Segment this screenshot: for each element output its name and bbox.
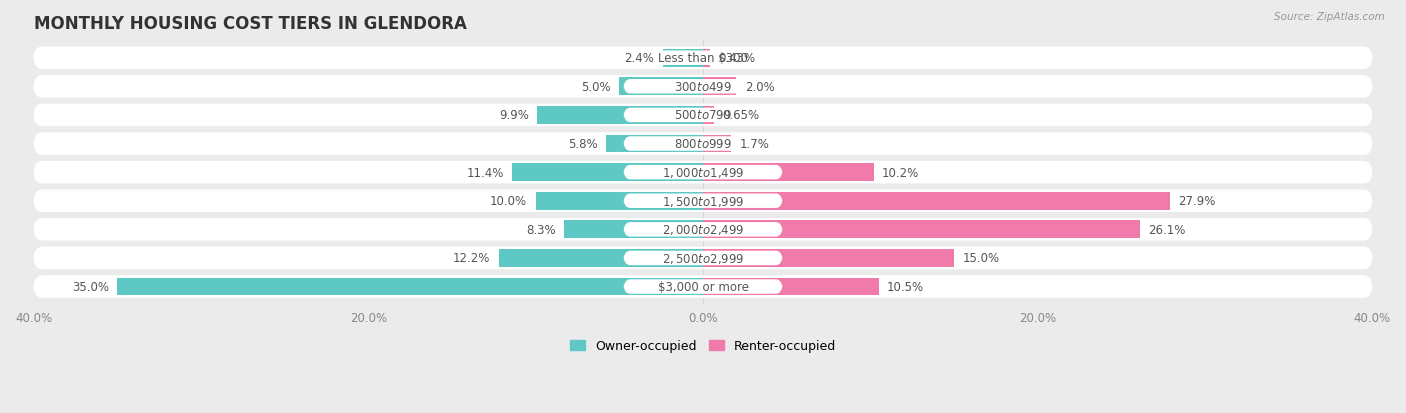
Legend: Owner-occupied, Renter-occupied: Owner-occupied, Renter-occupied	[565, 335, 841, 358]
Text: $300 to $499: $300 to $499	[673, 81, 733, 94]
Text: 8.3%: 8.3%	[526, 223, 555, 236]
Text: 2.0%: 2.0%	[745, 81, 775, 94]
Text: 35.0%: 35.0%	[72, 280, 108, 293]
Text: 5.0%: 5.0%	[581, 81, 612, 94]
FancyBboxPatch shape	[623, 51, 783, 66]
FancyBboxPatch shape	[34, 133, 1372, 155]
Bar	[703, 164, 873, 182]
Bar	[703, 192, 1170, 210]
Text: $500 to $799: $500 to $799	[673, 109, 733, 122]
Text: 10.2%: 10.2%	[882, 166, 920, 179]
Bar	[703, 107, 714, 124]
Bar	[703, 78, 737, 96]
FancyBboxPatch shape	[34, 104, 1372, 127]
FancyBboxPatch shape	[623, 223, 783, 237]
FancyBboxPatch shape	[34, 247, 1372, 270]
FancyBboxPatch shape	[34, 161, 1372, 184]
FancyBboxPatch shape	[623, 166, 783, 180]
Bar	[703, 135, 731, 153]
FancyBboxPatch shape	[623, 194, 783, 209]
FancyBboxPatch shape	[623, 280, 783, 294]
FancyBboxPatch shape	[34, 275, 1372, 298]
Bar	[117, 278, 703, 296]
Text: $1,500 to $1,999: $1,500 to $1,999	[662, 194, 744, 208]
Text: 0.65%: 0.65%	[723, 109, 759, 122]
Text: MONTHLY HOUSING COST TIERS IN GLENDORA: MONTHLY HOUSING COST TIERS IN GLENDORA	[34, 15, 467, 33]
Text: 5.8%: 5.8%	[568, 138, 598, 151]
FancyBboxPatch shape	[34, 218, 1372, 241]
FancyBboxPatch shape	[623, 109, 783, 123]
Text: 15.0%: 15.0%	[963, 252, 1000, 265]
Text: $1,000 to $1,499: $1,000 to $1,499	[662, 166, 744, 180]
Bar	[537, 107, 703, 124]
Text: 0.43%: 0.43%	[718, 52, 755, 65]
Bar	[703, 249, 955, 267]
Bar	[662, 50, 703, 67]
Text: 11.4%: 11.4%	[467, 166, 503, 179]
Bar	[499, 249, 703, 267]
Text: 12.2%: 12.2%	[453, 252, 491, 265]
Text: 9.9%: 9.9%	[499, 109, 529, 122]
Text: Less than $300: Less than $300	[658, 52, 748, 65]
Text: Source: ZipAtlas.com: Source: ZipAtlas.com	[1274, 12, 1385, 22]
Text: $2,000 to $2,499: $2,000 to $2,499	[662, 223, 744, 237]
Bar	[536, 192, 703, 210]
Bar	[512, 164, 703, 182]
Text: 10.0%: 10.0%	[491, 195, 527, 208]
Text: 2.4%: 2.4%	[624, 52, 654, 65]
Text: $800 to $999: $800 to $999	[673, 138, 733, 151]
Bar	[606, 135, 703, 153]
Text: 1.7%: 1.7%	[740, 138, 769, 151]
FancyBboxPatch shape	[34, 76, 1372, 98]
Bar	[703, 278, 879, 296]
Text: 10.5%: 10.5%	[887, 280, 924, 293]
Bar	[703, 221, 1140, 239]
FancyBboxPatch shape	[623, 137, 783, 152]
Bar	[703, 50, 710, 67]
FancyBboxPatch shape	[34, 47, 1372, 70]
Bar	[619, 78, 703, 96]
FancyBboxPatch shape	[623, 251, 783, 266]
Bar	[564, 221, 703, 239]
FancyBboxPatch shape	[623, 80, 783, 94]
FancyBboxPatch shape	[34, 190, 1372, 213]
Text: $2,500 to $2,999: $2,500 to $2,999	[662, 252, 744, 265]
Text: 27.9%: 27.9%	[1178, 195, 1216, 208]
Text: 26.1%: 26.1%	[1149, 223, 1185, 236]
Text: $3,000 or more: $3,000 or more	[658, 280, 748, 293]
